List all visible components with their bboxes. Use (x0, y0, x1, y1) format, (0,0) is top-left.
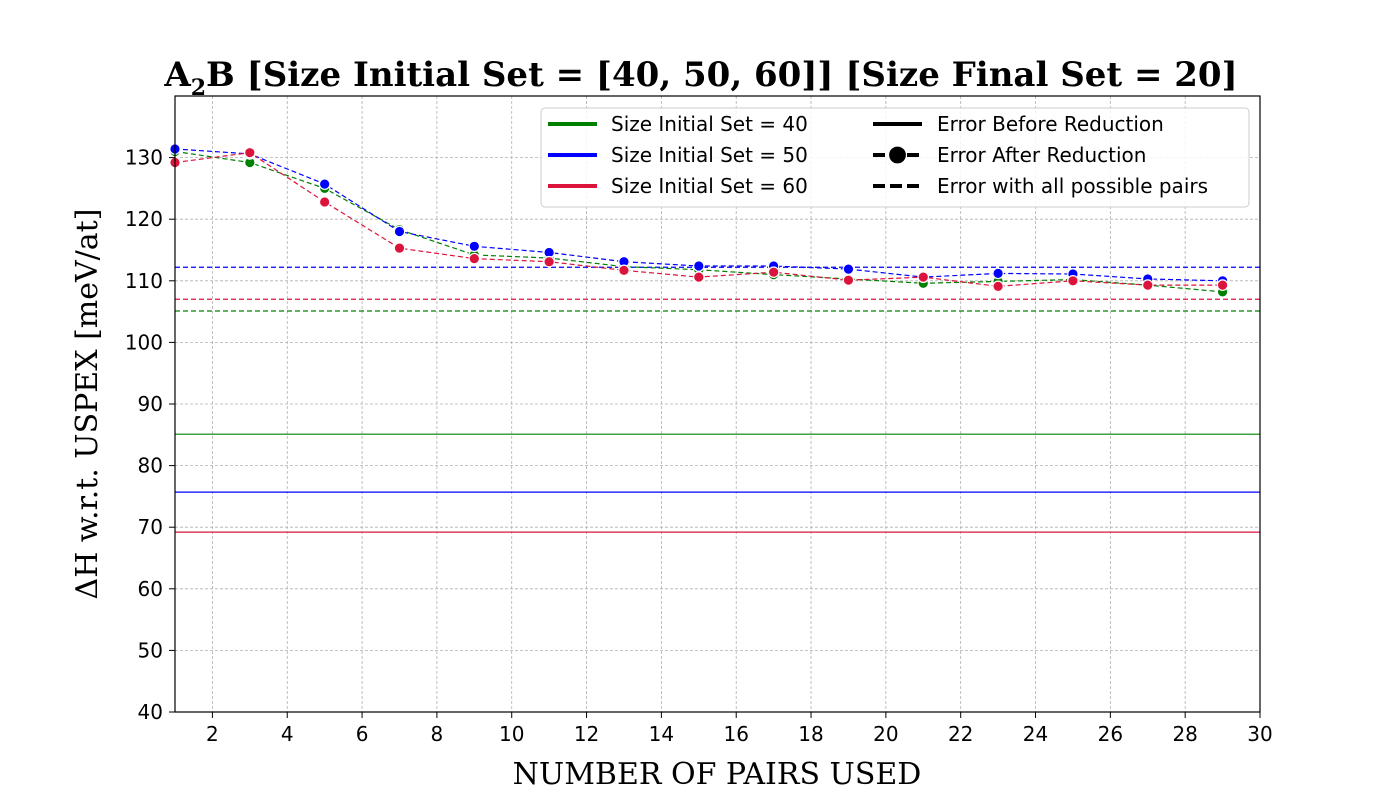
legend-label-size-50: Size Initial Set = 50 (611, 143, 808, 167)
legend-label-error-before-reduction: Error Before Reduction (937, 112, 1164, 136)
y-tick-label: 90 (138, 392, 163, 416)
x-tick-label: 14 (649, 722, 674, 746)
x-tick-label: 28 (1172, 722, 1197, 746)
legend-label-size-40: Size Initial Set = 40 (611, 112, 808, 136)
data-point (468, 252, 481, 265)
y-tick-label: 70 (138, 515, 163, 539)
x-tick-label: 8 (431, 722, 444, 746)
data-point (692, 271, 705, 283)
data-point (992, 267, 1004, 280)
data-point (692, 260, 705, 272)
legend-label-error-after-reduction: Error After Reduction (937, 143, 1146, 167)
y-tick-label: 80 (138, 454, 163, 478)
reference-lines (175, 266, 1260, 533)
legend: Size Initial Set = 40 Size Initial Set =… (540, 107, 1250, 208)
x-tick-label: 18 (798, 722, 823, 746)
data-point (917, 271, 930, 283)
data-point (992, 280, 1004, 293)
x-tick-label: 30 (1247, 722, 1272, 746)
data-point (1216, 279, 1229, 291)
y-tick-label: 60 (138, 577, 163, 601)
legend-label-error-all-pairs: Error with all possible pairs (937, 174, 1208, 198)
data-point (468, 240, 481, 253)
data-point (318, 196, 331, 208)
y-tick-label: 120 (125, 207, 163, 231)
y-tick-label: 40 (138, 700, 163, 724)
y-tick-label: 130 (125, 146, 163, 170)
data-point (318, 178, 331, 190)
y-tick-label: 100 (125, 330, 163, 354)
x-tick-label: 4 (281, 722, 294, 746)
x-axis-title: NUMBER OF PAIRS USED (513, 757, 922, 792)
y-tick-label: 50 (138, 638, 163, 662)
data-point (393, 225, 406, 238)
chart-title-subscript: 2 (191, 75, 206, 101)
data-point (1141, 279, 1154, 291)
x-tick-label: 2 (206, 722, 219, 746)
x-tick-label: 6 (356, 722, 369, 746)
x-tick-label: 24 (1023, 722, 1048, 746)
data-point (543, 255, 555, 268)
y-tick-label: 110 (125, 269, 163, 293)
x-tick-label: 12 (574, 722, 599, 746)
x-tick-label: 20 (873, 722, 898, 746)
data-point (1067, 274, 1079, 287)
x-tick-label: 16 (723, 722, 748, 746)
x-tick-label: 22 (948, 722, 973, 746)
y-axis-title: ΔH w.r.t. USPEX [meV/at] (70, 209, 105, 600)
axis-ticks: 2 4 6 8 10 12 14 16 18 20 22 24 26 28 3040506070809010… (125, 146, 1273, 746)
x-tick-label: 10 (499, 722, 524, 746)
data-point (618, 264, 630, 277)
data-point (842, 274, 855, 286)
chart-title: A2B [Size Initial Set = [40, 50, 60]] [S… (163, 55, 1237, 101)
data-point (393, 242, 406, 254)
x-tick-label: 26 (1098, 722, 1123, 746)
data-point (842, 263, 855, 275)
data-point (767, 266, 780, 278)
legend-label-size-60: Size Initial Set = 60 (611, 174, 808, 198)
legend-swatch-marker (887, 145, 908, 165)
data-point (244, 146, 256, 159)
